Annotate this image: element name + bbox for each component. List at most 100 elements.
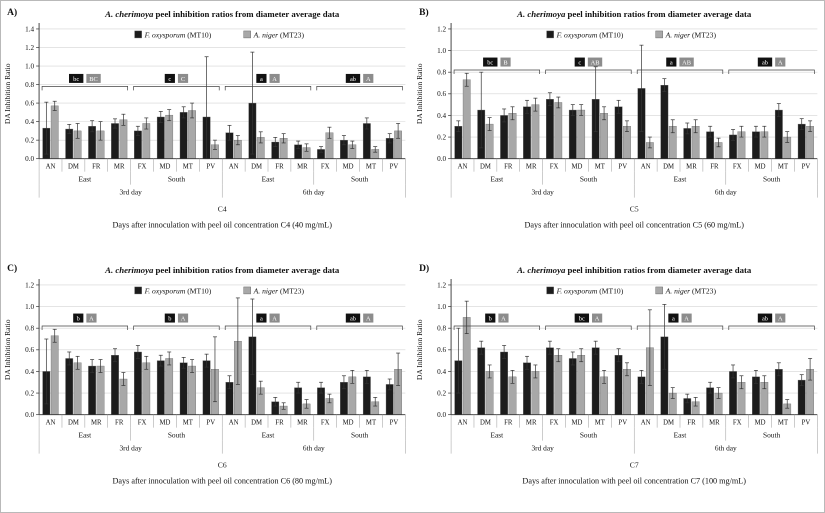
legend-swatch	[654, 30, 663, 39]
y-tick-label: 1.0	[437, 302, 446, 310]
x-axis-label: Days after innoculation with peel oil co…	[112, 221, 332, 230]
region-label: South	[762, 174, 780, 183]
significance-chip-gray	[678, 57, 694, 67]
y-tick-label: 0.0	[437, 411, 446, 419]
significance-chip-black	[256, 313, 267, 323]
region-label: South	[351, 174, 369, 183]
bar	[179, 112, 188, 159]
significance-letter: C	[181, 76, 185, 83]
region-label: East	[262, 430, 275, 439]
y-axis-label: DA Inhibition Ratio	[3, 319, 12, 380]
significance-chip-gray	[363, 73, 374, 83]
bar	[96, 365, 105, 415]
y-axis-label: DA Inhibition Ratio	[3, 63, 12, 124]
category-label: MT	[183, 419, 194, 426]
category-label: MD	[754, 163, 765, 170]
panel-label: B)	[419, 7, 428, 18]
category-label: AN	[457, 163, 467, 170]
day-label: 6th day	[303, 187, 325, 196]
y-tick-label: 0.6	[25, 99, 34, 107]
legend-swatch	[654, 286, 663, 294]
legend-label: A. niger (MT23)	[253, 30, 305, 39]
significance-letter: BC	[89, 76, 98, 83]
bar	[165, 357, 174, 415]
significance-bracket	[544, 325, 632, 330]
category-label: FR	[504, 419, 513, 426]
significance-letter: c	[578, 59, 581, 66]
category-label: FR	[115, 419, 124, 426]
legend-swatch	[243, 286, 251, 294]
bar	[111, 123, 119, 159]
legend-label: A. niger (MT23)	[253, 286, 305, 295]
significance-chip-gray	[774, 57, 785, 67]
significance-letter: A	[181, 315, 186, 322]
bar	[522, 362, 531, 415]
chart-title: A. cherimoya peel inhibition ratios from…	[104, 9, 340, 19]
bar	[522, 106, 531, 159]
significance-chip-black	[665, 57, 676, 67]
significance-letter: A	[366, 76, 371, 83]
significance-chip-gray	[86, 313, 97, 323]
significance-bracket	[133, 86, 220, 91]
bar	[553, 354, 562, 415]
y-tick-label: 1.4	[25, 25, 34, 33]
significance-chip-black	[757, 57, 772, 67]
series-a-niger	[50, 100, 402, 159]
significance-bracket	[544, 69, 632, 75]
category-label: MR	[297, 419, 308, 426]
significance-chip-gray	[499, 57, 511, 67]
y-tick-label: 0.6	[437, 90, 446, 98]
panel-label: C)	[7, 262, 17, 273]
y-tick-label: 0.4	[25, 118, 34, 126]
category-label: DM	[663, 419, 674, 426]
category-label: FX	[549, 419, 558, 426]
significance-bracket	[224, 86, 312, 91]
concentration-label: C7	[629, 460, 638, 469]
category-label: MD	[160, 163, 171, 170]
category-label: MR	[686, 163, 697, 170]
region-label: South	[168, 174, 186, 183]
bar	[774, 109, 783, 159]
y-tick-label: 0.2	[437, 133, 446, 141]
x-axis-label: Days after innoculation with peel oil co…	[524, 221, 744, 230]
chart-title: A. cherimoya peel inhibition ratios from…	[104, 264, 340, 274]
category-label: AN	[46, 419, 56, 426]
significance-letter: a	[671, 315, 674, 322]
category-label: MD	[754, 419, 765, 426]
significance-letter: A	[366, 315, 371, 322]
significance-bracket	[636, 69, 723, 75]
significance-chip-black	[164, 73, 175, 83]
significance-chip-black	[484, 313, 495, 323]
bar	[568, 109, 577, 159]
category-label: MR	[525, 163, 536, 170]
bar	[576, 109, 585, 159]
significance-letter: a	[260, 315, 263, 322]
bar	[50, 105, 59, 159]
region-label: South	[168, 430, 186, 439]
series-f-oxysporum	[42, 51, 394, 160]
category-label: MD	[571, 419, 582, 426]
day-label: 3rd day	[531, 443, 554, 452]
significance-chip-gray	[774, 313, 785, 323]
chart-title: A. cherimoya peel inhibition ratios from…	[516, 9, 752, 19]
region-label: South	[579, 430, 597, 439]
y-tick-label: 0.0	[25, 411, 34, 419]
y-axis-label: DA Inhibition Ratio	[415, 319, 424, 380]
significance-letter: b	[168, 315, 171, 322]
x-axis-label: Days after innoculation with peel oil co…	[112, 476, 332, 485]
bar	[553, 102, 562, 159]
region-label: East	[673, 430, 686, 439]
category-label: DM	[68, 419, 79, 426]
day-label: 6th day	[714, 443, 736, 452]
significance-chip-black	[757, 313, 772, 323]
significance-bracket	[316, 86, 403, 91]
category-label: MD	[571, 163, 582, 170]
category-label: PV	[618, 419, 627, 426]
category-label: MT	[366, 163, 377, 170]
significance-letter: B	[503, 59, 507, 66]
significance-letter: A	[684, 315, 689, 322]
day-label: 3rd day	[119, 443, 142, 452]
